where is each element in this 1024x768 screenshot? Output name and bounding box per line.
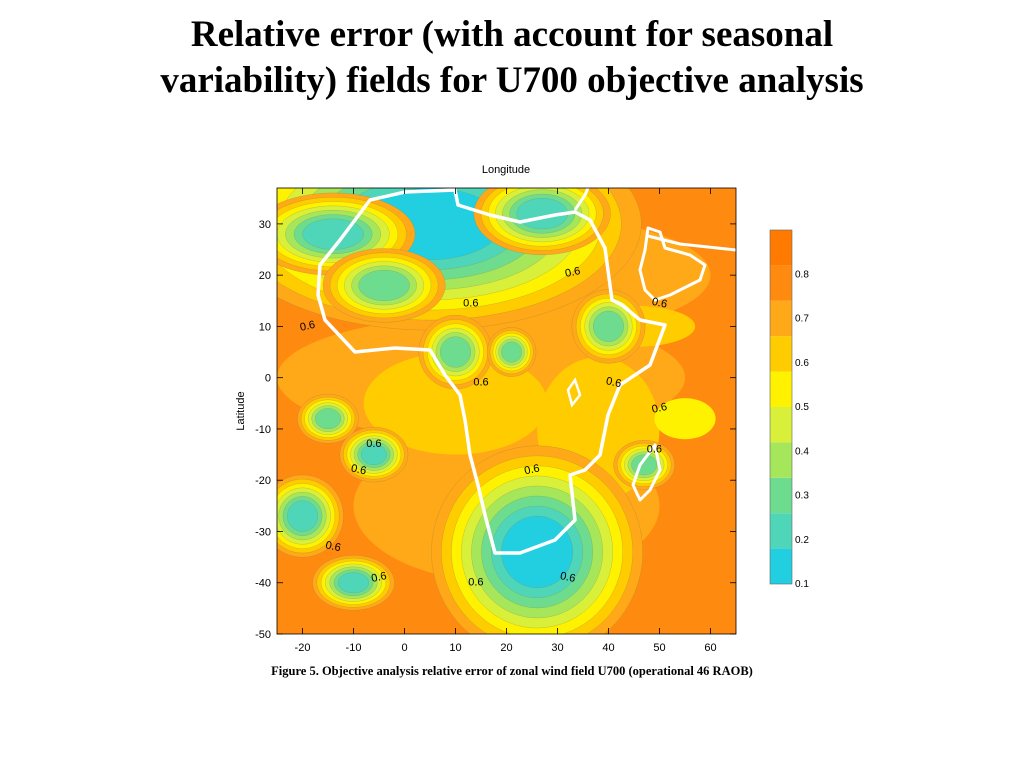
minimum-8-ring-0 <box>440 336 472 368</box>
minimum-5-ring-0 <box>315 408 341 430</box>
y-tick-label-1: 20 <box>259 270 271 282</box>
contour-label-10: 0.6 <box>647 443 662 455</box>
colorbar-swatch-3 <box>770 442 792 478</box>
x-tick-label-3: 10 <box>449 642 461 654</box>
y-tick-label-4: -10 <box>255 424 271 436</box>
figure-caption: Figure 5. Objective analysis relative er… <box>271 664 753 678</box>
y-tick-label-6: -30 <box>255 526 271 538</box>
contour-label-3: 0.6 <box>299 319 316 334</box>
y-tick-label-8: -50 <box>255 629 271 641</box>
contour-label-12: 0.6 <box>370 570 387 585</box>
colorbar-label-1: 0.2 <box>795 535 809 546</box>
contour-label-6: 0.6 <box>651 401 668 416</box>
axes: -20 -10 0 10 20 30 40 50 60 30 20 10 0 -10 -20 -30 -40 -5… <box>255 188 736 654</box>
x-tick-label-5: 30 <box>551 642 563 654</box>
minimum-9-ring-0 <box>501 341 522 363</box>
contour-label-2: 0.6 <box>651 296 668 311</box>
minimum-2-ring-0 <box>287 500 319 532</box>
colorbar-swatch-2 <box>770 477 792 514</box>
arabia-coastline <box>638 226 707 302</box>
x-axis-title: Longitude <box>482 164 530 176</box>
coastline-layer <box>316 188 736 555</box>
y-axis-title: Latitude <box>235 391 247 430</box>
colorbar-label-7: 0.8 <box>795 269 809 280</box>
contour-label-14: 0.6 <box>559 570 576 585</box>
y-tick-label-7: -40 <box>255 578 271 590</box>
contour-label-1: 0.6 <box>463 297 478 309</box>
colorbar-label-0: 0.1 <box>795 579 809 590</box>
x-tick-label-2: 0 <box>401 642 407 654</box>
gulf-coastline <box>647 234 736 252</box>
contour-label-11: 0.6 <box>324 539 341 554</box>
colorbar-swatch-6 <box>770 336 792 372</box>
minimum-3-ring-0 <box>338 572 370 594</box>
x-tick-label-4: 20 <box>500 642 512 654</box>
slide-title: Relative error (with account for seasona… <box>0 12 1024 104</box>
minimum-4-ring-0 <box>360 444 387 466</box>
contour-label-0: 0.6 <box>564 265 581 280</box>
colorbar-label-3: 0.4 <box>795 446 809 457</box>
y-tick-label-2: 10 <box>259 321 271 333</box>
x-tick-label-7: 50 <box>653 642 665 654</box>
y-tick-label-3: 0 <box>265 373 271 385</box>
colorbar-frame <box>769 229 793 585</box>
contour-label-4: 0.6 <box>473 377 488 389</box>
colorbar-swatch-9 <box>770 230 792 266</box>
minimum-11-ring-0 <box>358 269 410 301</box>
contour-labels: 0.6 0.6 0.6 0.6 0.6 0.6 0.6 0.6 0.6 0.6 0.6 0.6 0.6 0… <box>299 265 668 589</box>
slide-title-line-2: variability) fields for U700 objective a… <box>160 60 864 101</box>
contour-label-5: 0.6 <box>605 375 622 390</box>
colorbar-swatch-1 <box>770 513 792 549</box>
minimum-7-ring-0 <box>593 310 625 342</box>
x-tick-label-6: 40 <box>602 642 614 654</box>
colorbar-label-4: 0.5 <box>795 402 809 413</box>
x-tick-label-0: -20 <box>295 642 311 654</box>
x-tick-label-8: 60 <box>704 642 716 654</box>
y-tick-label-5: -20 <box>255 475 271 487</box>
contour-label-7: 0.6 <box>366 438 381 450</box>
contour-label-13: 0.6 <box>468 577 483 589</box>
colorbar-swatch-4 <box>770 407 792 443</box>
field-band-5 <box>654 398 716 440</box>
colorbar-swatch-7 <box>770 300 792 337</box>
colorbar-label-2: 0.3 <box>795 491 809 502</box>
contour-label-9: 0.6 <box>523 462 540 477</box>
madagascar-coastline <box>631 443 662 502</box>
error-field-layer <box>277 188 716 634</box>
colorbar-swatch-8 <box>770 265 792 301</box>
colorbar: 0.1 0.2 0.3 0.4 0.5 0.6 0.7 0.8 <box>769 229 809 590</box>
x-tick-label-1: -10 <box>346 642 362 654</box>
y-tick-label-0: 30 <box>259 219 271 231</box>
lake-victoria-coastline <box>566 377 582 408</box>
slide-title-line-1: Relative error (with account for seasona… <box>190 14 834 55</box>
colorbar-swatch-0 <box>770 548 792 584</box>
red-sea-coastline <box>573 188 590 211</box>
field-band-3 <box>363 352 548 455</box>
colorbar-label-6: 0.7 <box>795 314 809 325</box>
colorbar-swatch-5 <box>770 371 792 407</box>
colorbar-label-5: 0.6 <box>795 358 809 369</box>
africa-coastline <box>316 188 667 555</box>
contour-label-8: 0.6 <box>350 462 367 477</box>
